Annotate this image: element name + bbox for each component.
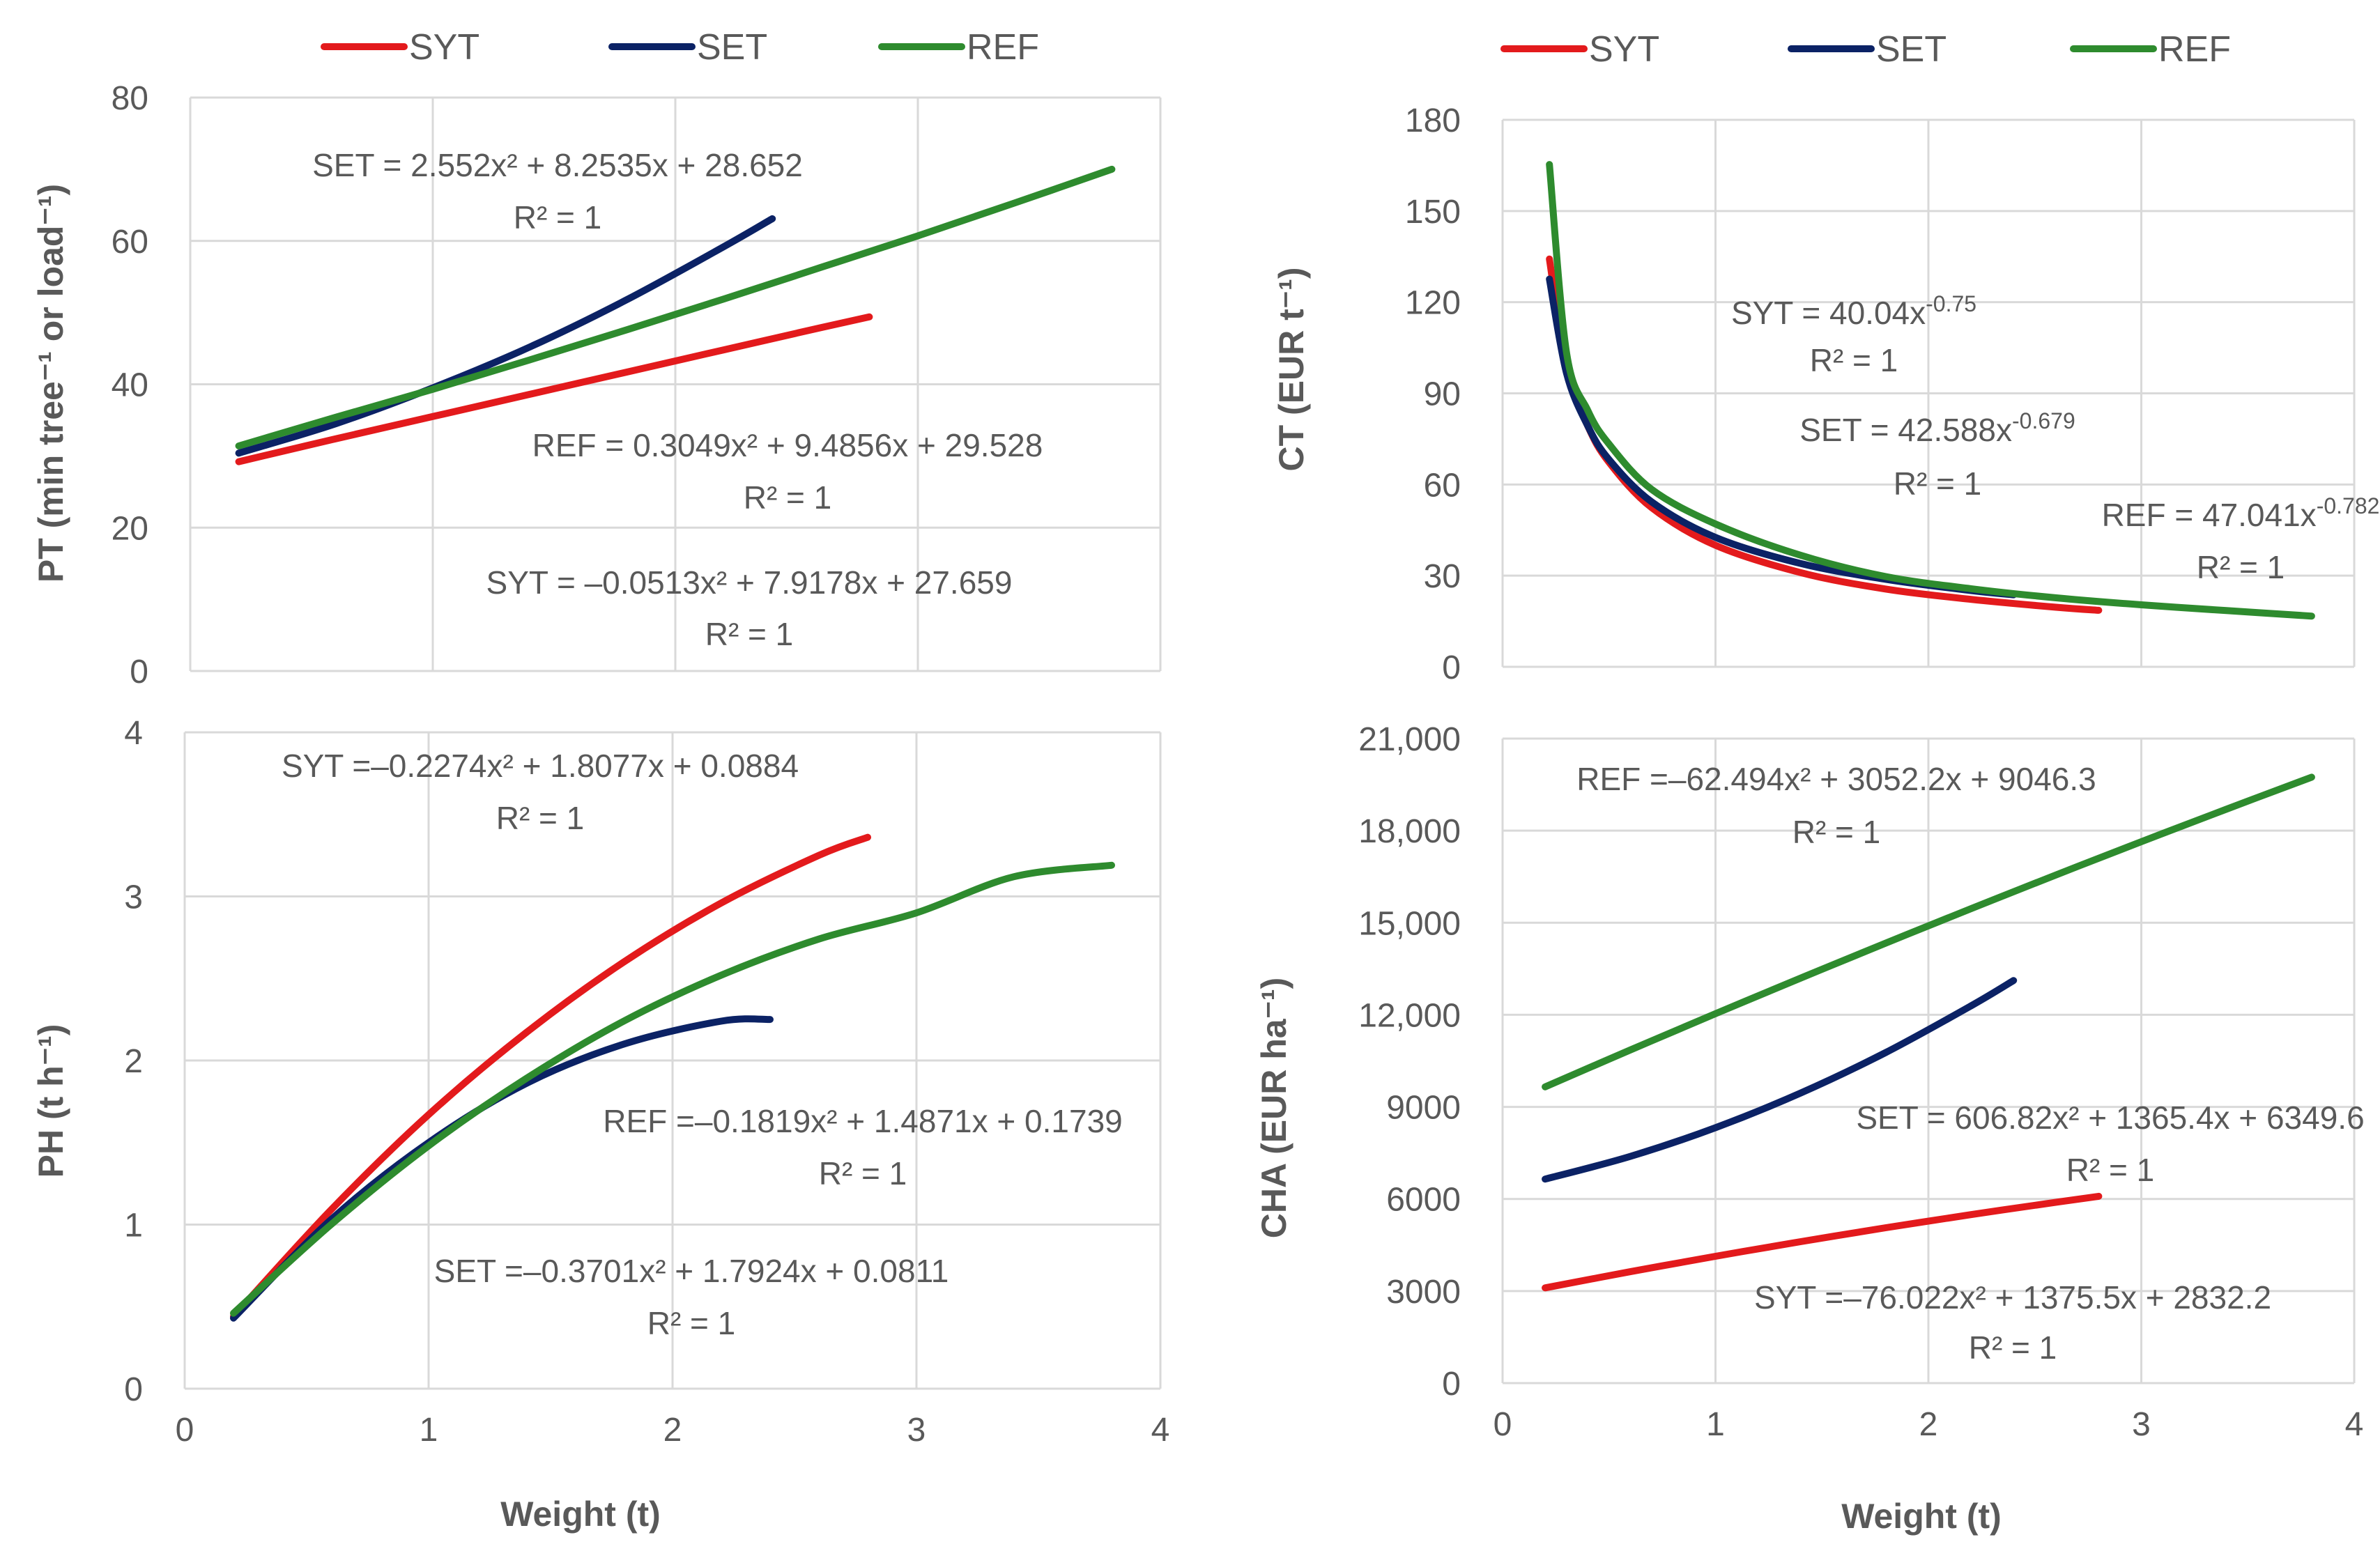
x-tick-label: 0 <box>1494 1406 1512 1443</box>
series-line-ref <box>1546 161 2315 620</box>
y-tick-label: 150 <box>1405 194 1461 231</box>
y-tick-label: 4 <box>124 715 143 752</box>
y-tick-label: 9000 <box>1386 1090 1461 1127</box>
x-tick-label: 1 <box>420 1412 438 1449</box>
r-squared-label: R² = 1 <box>1894 465 1982 502</box>
r-squared-label: R² = 1 <box>705 616 794 652</box>
y-tick-label: 180 <box>1405 102 1461 139</box>
y-tick-label: 80 <box>112 80 148 117</box>
trendline-equation: SYT =–76.022x² + 1375.5x + 2832.2 <box>1754 1279 2271 1316</box>
y-tick-label: 30 <box>1424 558 1461 595</box>
legend-label-set: SET <box>697 27 767 68</box>
y-tick-label: 12,000 <box>1358 997 1461 1034</box>
legend-right: SYT SET REF <box>1500 29 2231 70</box>
x-tick-label: 0 <box>176 1412 194 1449</box>
r-squared-label: R² = 1 <box>496 800 585 836</box>
y-axis-title: PT (min tree⁻¹ or load⁻¹) <box>31 184 70 583</box>
y-tick-label: 0 <box>1442 1366 1461 1403</box>
legend-label-syt: SYT <box>409 27 479 68</box>
r-squared-label: R² = 1 <box>1792 814 1881 850</box>
trendline-equation: REF = 0.3049x² + 9.4856x + 29.528 <box>532 427 1043 463</box>
trendline-equation: SET = 42.588x-0.679 <box>1799 408 2075 448</box>
y-tick-label: 3 <box>124 879 143 916</box>
trendline-equation: SYT =–0.2274x² + 1.8077x + 0.0884 <box>282 748 799 784</box>
trendline-equation: SET =–0.3701x² + 1.7924x + 0.0811 <box>434 1253 949 1289</box>
x-tick-label: 3 <box>2132 1406 2151 1443</box>
trendline-equation: REF = 47.041x-0.782 <box>2102 493 2380 533</box>
trendline-equation: SYT = –0.0513x² + 7.9178x + 27.659 <box>486 564 1013 601</box>
y-tick-label: 60 <box>112 224 148 261</box>
x-axis-title: Weight (t) <box>500 1495 661 1534</box>
panel-pt: 0 20 40 60 80 PT (min tree⁻¹ or load⁻¹) SET = … <box>31 80 1162 691</box>
series-line-ref <box>230 861 1115 1317</box>
y-axis-title: PH (t h⁻¹) <box>31 1024 70 1178</box>
series-line-syt <box>230 833 871 1320</box>
y-tick-label: 0 <box>130 654 148 691</box>
x-tick-label: 1 <box>1706 1406 1725 1443</box>
x-tick-label: 4 <box>1151 1412 1170 1449</box>
r-squared-label: R² = 1 <box>744 479 832 516</box>
panel-ct: 0 30 60 90 120 150 180 CT (EUR t⁻¹) SYT = 40.04x… <box>1272 102 2379 686</box>
panel-cha: 0 1 2 3 4 0 3000 6000 9000 12,000 15,000 18,000 21,0… <box>1254 721 2365 1536</box>
y-tick-label: 1 <box>124 1208 143 1244</box>
y-tick-label: 90 <box>1424 376 1461 413</box>
x-tick-label: 4 <box>2345 1406 2364 1443</box>
x-tick-label: 2 <box>1919 1406 1938 1443</box>
y-tick-label: 60 <box>1424 467 1461 504</box>
r-squared-label: R² = 1 <box>819 1155 907 1191</box>
y-tick-label: 3000 <box>1386 1274 1461 1311</box>
y-tick-label: 18,000 <box>1358 813 1461 850</box>
series-line-set <box>1542 977 2018 1183</box>
legend-left: SYT SET REF <box>321 27 1039 68</box>
y-tick-label: 0 <box>1442 649 1461 686</box>
trendline-equation: SET = 606.82x² + 1365.4x + 6349.6 <box>1856 1100 2364 1136</box>
legend-label-ref: REF <box>2158 29 2231 70</box>
y-axis-title: CHA (EUR ha⁻¹) <box>1254 978 1293 1239</box>
panel-ph: 0 1 2 3 4 0 1 2 3 4 PH (t h⁻¹) Weight (t) SYT =–0.22… <box>31 715 1169 1534</box>
trendline-equation: SYT = 40.04x-0.75 <box>1731 291 1976 331</box>
y-tick-label: 20 <box>112 510 148 547</box>
r-squared-label: R² = 1 <box>1810 342 1898 378</box>
legend-label-syt: SYT <box>1589 29 1659 70</box>
series-line-ref <box>1542 773 2315 1090</box>
y-tick-label: 15,000 <box>1358 905 1461 942</box>
y-tick-label: 6000 <box>1386 1182 1461 1219</box>
r-squared-label: R² = 1 <box>2197 549 2285 585</box>
x-axis-title: Weight (t) <box>1841 1497 2002 1536</box>
trendline-equation: SET = 2.552x² + 8.2535x + 28.652 <box>312 147 803 183</box>
legend-label-set: SET <box>1876 29 1947 70</box>
y-tick-label: 120 <box>1405 285 1461 322</box>
y-axis-title: CT (EUR t⁻¹) <box>1272 268 1311 472</box>
trendline-equation: REF =–62.494x² + 3052.2x + 9046.3 <box>1576 761 2096 797</box>
x-tick-label: 3 <box>907 1412 926 1449</box>
r-squared-label: R² = 1 <box>647 1305 736 1341</box>
r-squared-label: R² = 1 <box>514 199 602 236</box>
y-tick-label: 0 <box>124 1371 143 1408</box>
r-squared-label: R² = 1 <box>2066 1152 2155 1188</box>
series-line-ref <box>235 165 1116 449</box>
series-line-syt <box>1542 1192 2103 1292</box>
series-line-set <box>235 215 776 457</box>
trendline-equation: REF =–0.1819x² + 1.4871x + 0.1739 <box>603 1103 1122 1139</box>
series-line-syt <box>235 313 873 465</box>
x-tick-label: 2 <box>663 1412 682 1449</box>
legend-label-ref: REF <box>967 27 1039 68</box>
y-tick-label: 21,000 <box>1358 721 1461 758</box>
y-tick-label: 2 <box>124 1043 143 1080</box>
y-tick-label: 40 <box>112 367 148 404</box>
r-squared-label: R² = 1 <box>1969 1329 2057 1366</box>
